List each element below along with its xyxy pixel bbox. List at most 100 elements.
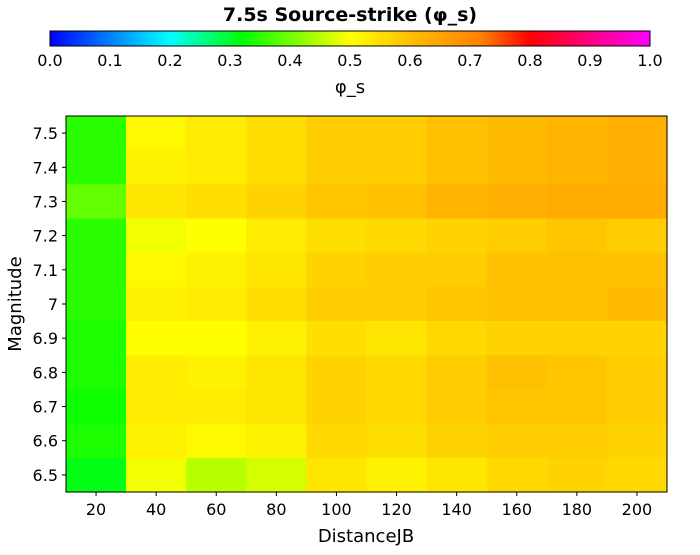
heatmap-cell: [486, 252, 548, 288]
heatmap-cell: [366, 286, 428, 322]
heatmap-cell: [546, 355, 608, 391]
x-tick-label: 60: [206, 500, 226, 519]
heatmap-cell: [246, 457, 307, 493]
colorbar-ticks: 0.0 0.1 0.2 0.3 0.4 0.5 0.6 0.7 0.8 0.9 1.0: [37, 51, 662, 70]
x-tick-label: 40: [146, 500, 166, 519]
heatmap-cell: [126, 321, 187, 356]
heatmap-cell: [606, 321, 668, 356]
chart-title: 7.5s Source-strike (φ_s): [223, 4, 477, 26]
heatmap-cell: [126, 150, 187, 185]
heatmap-cell: [186, 423, 247, 459]
heatmap-cell: [306, 150, 368, 185]
heatmap-cell: [546, 184, 608, 220]
heatmap-cell: [66, 423, 127, 459]
x-tick-label: 120: [381, 500, 412, 519]
heatmap-cell: [66, 150, 127, 185]
colorbar-label: φ_s: [335, 77, 365, 98]
heatmap-cell: [366, 218, 428, 254]
heatmap-cell: [426, 252, 488, 288]
heatmap-cell: [606, 218, 668, 254]
heatmap-cell: [486, 423, 548, 459]
heatmap-cell: [306, 355, 368, 391]
colorbar-tick-label: 0.6: [397, 51, 422, 70]
heatmap-cell: [66, 286, 127, 322]
heatmap-cell: [306, 321, 368, 356]
y-axis-label: Magnitude: [5, 256, 26, 351]
heatmap-cell: [546, 321, 608, 356]
heatmap-cell: [186, 389, 247, 425]
y-tick-label: 6.6: [33, 432, 58, 451]
y-tick-label: 7.4: [33, 158, 58, 177]
heatmap-cell: [306, 218, 368, 254]
heatmap-cell: [126, 184, 187, 220]
y-tick-label: 7: [48, 295, 58, 314]
x-tick-label: 140: [441, 500, 472, 519]
y-tick-label: 7.3: [33, 192, 58, 211]
colorbar-tick-label: 0.7: [457, 51, 482, 70]
x-tick-label: 20: [86, 500, 106, 519]
heatmap-cell: [546, 218, 608, 254]
heatmap-cell: [246, 355, 307, 391]
heatmap-cell: [366, 423, 428, 459]
heatmap-cell: [486, 184, 548, 220]
heatmap-cells: [66, 116, 668, 493]
heatmap-cell: [306, 116, 368, 151]
heatmap-cell: [246, 321, 307, 356]
heatmap-cell: [186, 218, 247, 254]
heatmap-cell: [66, 457, 127, 493]
heatmap-cell: [546, 252, 608, 288]
heatmap-cell: [486, 150, 548, 185]
colorbar-tick-label: 0.3: [217, 51, 242, 70]
heatmap-cell: [186, 457, 247, 493]
colorbar-tick-label: 0.9: [577, 51, 602, 70]
heatmap-cell: [66, 218, 127, 254]
colorbar-tick-label: 0.8: [517, 51, 542, 70]
heatmap-cell: [486, 286, 548, 322]
heatmap-cell: [426, 457, 488, 493]
x-tick-label: 100: [321, 500, 352, 519]
heatmap-cell: [306, 286, 368, 322]
heatmap-cell: [426, 116, 488, 151]
heatmap-cell: [606, 252, 668, 288]
heatmap-cell: [186, 184, 247, 220]
heatmap-cell: [426, 423, 488, 459]
heatmap-cell: [426, 355, 488, 391]
heatmap-cell: [66, 321, 127, 356]
colorbar-tick-label: 0.0: [37, 51, 62, 70]
heatmap-cell: [486, 389, 548, 425]
x-tick-label: 200: [622, 500, 653, 519]
heatmap-cell: [606, 355, 668, 391]
heatmap-cell: [606, 389, 668, 425]
heatmap-cell: [306, 389, 368, 425]
y-tick-label: 7.1: [33, 261, 58, 280]
heatmap-cell: [126, 457, 187, 493]
heatmap-cell: [546, 457, 608, 493]
heatmap-cell: [126, 389, 187, 425]
heatmap-cell: [246, 389, 307, 425]
heatmap-cell: [246, 116, 307, 151]
y-tick-label: 6.7: [33, 398, 58, 417]
heatmap-cell: [126, 218, 187, 254]
heatmap-cell: [66, 389, 127, 425]
heatmap-cell: [426, 184, 488, 220]
heatmap-cell: [546, 389, 608, 425]
heatmap-cell: [366, 150, 428, 185]
colorbar-tick-label: 0.4: [277, 51, 302, 70]
colorbar: [49, 30, 651, 47]
heatmap-cell: [186, 150, 247, 185]
colorbar-tick-label: 0.1: [97, 51, 122, 70]
y-tick-label: 6.9: [33, 329, 58, 348]
heatmap-cell: [606, 184, 668, 220]
heatmap-cell: [486, 355, 548, 391]
heatmap-cell: [486, 321, 548, 356]
x-tick-label: 80: [266, 500, 286, 519]
heatmap-cell: [366, 252, 428, 288]
heatmap-cell: [546, 286, 608, 322]
heatmap-cell: [126, 252, 187, 288]
y-tick-label: 7.2: [33, 227, 58, 246]
heatmap-cell: [246, 286, 307, 322]
heatmap-cell: [366, 355, 428, 391]
heatmap-cell: [426, 150, 488, 185]
heatmap-cell: [186, 116, 247, 151]
